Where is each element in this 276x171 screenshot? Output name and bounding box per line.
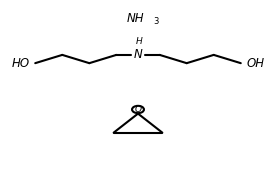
Circle shape [132, 106, 144, 113]
Text: OH: OH [246, 57, 264, 70]
Text: 3: 3 [154, 17, 159, 26]
Text: HO: HO [12, 57, 30, 70]
Text: N: N [134, 48, 142, 61]
Text: NH: NH [126, 12, 144, 25]
Text: O: O [134, 105, 142, 114]
Text: H: H [136, 37, 142, 46]
